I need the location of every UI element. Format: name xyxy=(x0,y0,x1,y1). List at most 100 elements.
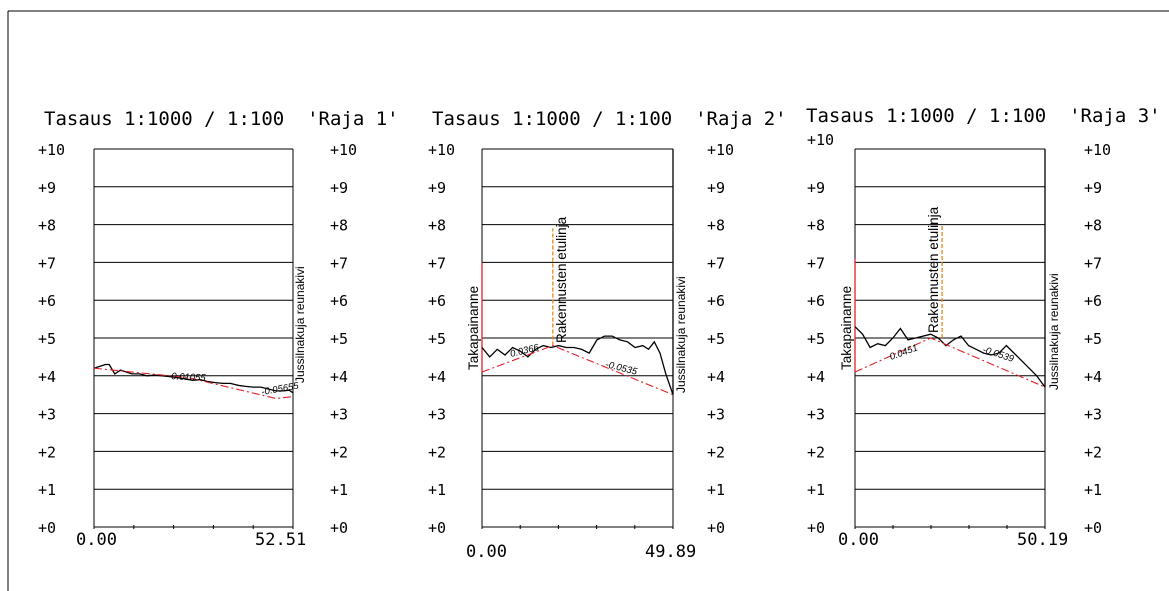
x-end-label: 50.19 xyxy=(1017,530,1068,550)
y-tick-label-left: +0 xyxy=(428,519,446,537)
y-tick-label-left: +10 xyxy=(38,141,65,159)
panel-title: Tasaus 1:1000 / 1:100 'Raja 2' xyxy=(432,108,787,130)
y-tick-label-right: +7 xyxy=(1084,254,1102,272)
profile-panel-raja-3: Tasaus 1:1000 / 1:100 'Raja 3' +0 +1 +2 +3 +… xyxy=(806,105,1161,550)
slope-label-1: -0.01055 xyxy=(168,371,207,384)
y-tick-label-right: +1 xyxy=(707,481,725,499)
y-tick-label-right: +4 xyxy=(330,368,348,386)
grid xyxy=(481,148,674,529)
y-tick-label-right: +2 xyxy=(1084,443,1102,461)
y-tick-label-right: +1 xyxy=(330,481,348,499)
slope-label-1: 0.0366 xyxy=(509,342,541,360)
profile-marks xyxy=(854,149,1046,388)
y-tick-label-left: +4 xyxy=(807,368,825,386)
y-tick-label-right: +7 xyxy=(330,254,348,272)
design-grade-line xyxy=(854,337,1046,388)
y-tick-label-right: +9 xyxy=(707,179,725,197)
panel-title: Tasaus 1:1000 / 1:100 'Raja 1' xyxy=(44,108,399,130)
y-tick-label-right: +5 xyxy=(707,330,725,348)
y-tick-label-left: +8 xyxy=(428,217,446,235)
y-tick-label-left: +3 xyxy=(428,406,446,424)
x-end-label: 49.89 xyxy=(645,542,696,562)
y-tick-label-right: +2 xyxy=(707,443,725,461)
x-end-label: 52.51 xyxy=(255,530,306,550)
y-axis-right-ticks: +0 +1 +2 +3 +4 +5 +6 +7 +8 +9 +10 xyxy=(1084,141,1111,537)
y-tick-label-right: +8 xyxy=(330,217,348,235)
y-tick-label-right: +5 xyxy=(1084,330,1102,348)
ground-profile-line xyxy=(93,363,294,394)
y-tick-label-right: +9 xyxy=(330,179,348,197)
slope-label-2: -0.0535 xyxy=(604,359,639,378)
right-edge-label: Jussilnakuja reunakivi xyxy=(674,276,688,393)
slope-label-2: -0.05655 xyxy=(261,380,301,397)
y-tick-label-left: +6 xyxy=(38,292,56,310)
y-tick-label-right: +4 xyxy=(707,368,725,386)
y-tick-label-right: +0 xyxy=(1084,519,1102,537)
y-tick-label-left: +9 xyxy=(38,179,56,197)
y-axis-right-ticks: +0 +1 +2 +3 +4 +5 +6 +7 +8 +9 +10 xyxy=(707,141,734,537)
y-tick-label-right: +3 xyxy=(330,406,348,424)
profile-panel-raja-1: Tasaus 1:1000 / 1:100 'Raja 1' +0 +1 +2 +3 +… xyxy=(38,108,399,550)
y-tick-label-left: +5 xyxy=(38,330,56,348)
y-tick-label-right: +4 xyxy=(1084,368,1102,386)
y-tick-label-left: +1 xyxy=(428,481,446,499)
y-tick-label-left: +7 xyxy=(807,254,825,272)
y-tick-label-left: +5 xyxy=(807,330,825,348)
ground-profile-line xyxy=(481,335,674,395)
mid-marker-label: Rakennusten etulinja xyxy=(554,216,569,343)
x-start-label: 0.00 xyxy=(76,530,117,550)
design-grade-line xyxy=(481,345,674,396)
y-tick-label-right: +9 xyxy=(1084,179,1102,197)
y-tick-label-left: +1 xyxy=(807,481,825,499)
y-tick-label-left: +8 xyxy=(38,217,56,235)
y-tick-label-left: +8 xyxy=(807,217,825,235)
profile-marks xyxy=(93,363,294,400)
y-tick-label-left: +10 xyxy=(428,141,455,159)
y-tick-label-left: +2 xyxy=(428,443,446,461)
right-edge-label: Jussilnakuja reunakivi xyxy=(1047,273,1061,390)
y-axis-left-ticks: +0 +1 +2 +3 +4 +5 +6 +7 +8 +9 +10 xyxy=(38,141,65,537)
x-start-label: 0.00 xyxy=(838,530,879,550)
y-tick-label-right: +3 xyxy=(1084,406,1102,424)
profile-panel-raja-2: Tasaus 1:1000 / 1:100 'Raja 2' +0+1+2+3+… xyxy=(428,108,787,562)
right-edge-label: Jussilnakuja reunakivi xyxy=(293,266,307,383)
y-tick-label-left: +0 xyxy=(38,519,56,537)
y-tick-label-right: +2 xyxy=(330,443,348,461)
y-tick-label-left: +9 xyxy=(807,179,825,197)
grid xyxy=(854,148,1046,529)
left-edge-label: Takapainanne xyxy=(839,286,854,370)
y-tick-label-left: +4 xyxy=(428,368,446,386)
slope-label-2: -0.0539 xyxy=(981,344,1016,365)
y-tick-label-right: +10 xyxy=(707,141,734,159)
ground-profile-line xyxy=(854,326,1046,388)
y-tick-label-right: +5 xyxy=(330,330,348,348)
y-tick-label-left: +10 xyxy=(807,131,834,149)
y-tick-label-right: +3 xyxy=(707,406,725,424)
y-tick-label-right: +0 xyxy=(707,519,725,537)
y-tick-label-left: +3 xyxy=(38,406,56,424)
y-tick-label-right: +10 xyxy=(1084,141,1111,159)
y-tick-label-right: +8 xyxy=(707,217,725,235)
y-tick-label-right: +1 xyxy=(1084,481,1102,499)
grid xyxy=(93,148,294,529)
y-tick-label-right: +6 xyxy=(1084,292,1102,310)
y-tick-label-left: +9 xyxy=(428,179,446,197)
y-axis-left-ticks: +0 +1 +2 +3 +4 +5 +6 +7 +8 +9 +10 xyxy=(428,141,455,537)
y-tick-label-right: +7 xyxy=(707,254,725,272)
y-tick-label-left: +6 xyxy=(428,292,446,310)
panel-title: Tasaus 1:1000 / 1:100 'Raja 3' xyxy=(806,105,1161,127)
y-tick-label-left: +2 xyxy=(807,443,825,461)
y-tick-label-right: +6 xyxy=(330,292,348,310)
y-tick-label-left: +5 xyxy=(428,330,446,348)
x-start-label: 0.00 xyxy=(466,542,507,562)
y-tick-label-left: +7 xyxy=(428,254,446,272)
y-tick-label-left: +0 xyxy=(807,519,825,537)
y-axis-right-ticks: +0 +1 +2 +3 +4 +5 +6 +7 +8 +9 +10 xyxy=(330,141,357,537)
design-grade-line xyxy=(93,367,294,400)
y-tick-label-left: +2 xyxy=(38,443,56,461)
y-tick-label-right: +0 xyxy=(330,519,348,537)
y-tick-label-left: +6 xyxy=(807,292,825,310)
slope-label-1: 0.0451 xyxy=(888,343,919,363)
y-tick-label-left: +4 xyxy=(38,368,56,386)
